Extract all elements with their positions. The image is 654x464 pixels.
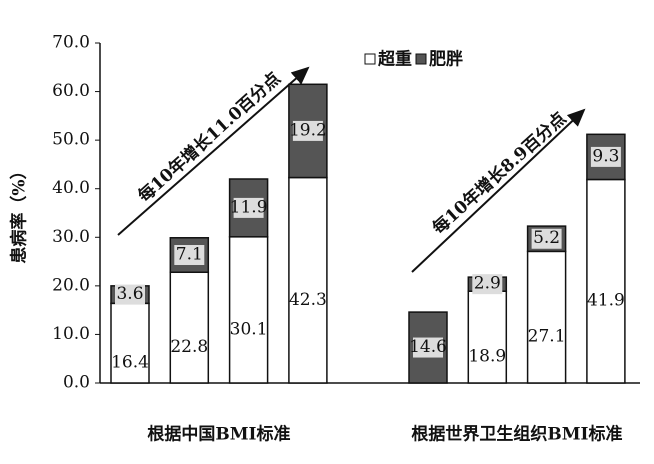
group-label: 根据中国BMI标准 [147, 424, 290, 445]
value-label: 22.8 [170, 337, 208, 357]
label-bg [115, 284, 145, 305]
legend-label: 肥胖 [429, 49, 463, 70]
y-axis-label: 患病率（%） [9, 162, 30, 263]
y-tick-label: 50.0 [52, 130, 90, 150]
value-label: 18.9 [468, 347, 506, 367]
label-bg [472, 274, 503, 295]
value-label: 9.3 [592, 146, 619, 166]
y-tick-label: 0.0 [63, 373, 90, 393]
value-label: 30.1 [230, 319, 268, 339]
y-tick-label: 70.0 [52, 33, 90, 53]
value-label: 7.1 [176, 245, 203, 265]
bar-segment [110, 302, 150, 384]
label-bg [233, 197, 264, 218]
value-label: 19.2 [289, 120, 327, 140]
bar-segment [228, 236, 269, 384]
value-label: 14.6 [409, 337, 447, 357]
y-tick-label: 20.0 [52, 275, 90, 295]
trend-arrow [411, 108, 586, 273]
value-label: 2.9 [474, 274, 501, 294]
bar-segment [288, 176, 328, 384]
value-label: 11.9 [230, 197, 268, 217]
value-label: 5.2 [533, 228, 560, 248]
bar-segment [467, 290, 508, 384]
value-label: 42.3 [289, 290, 327, 310]
label-bg [292, 120, 323, 141]
legend-swatch [364, 53, 376, 65]
value-label: 16.4 [111, 353, 149, 373]
y-tick-label: 60.0 [52, 81, 90, 101]
label-bg [590, 146, 621, 167]
bar-segment [169, 271, 210, 384]
legend-swatch [415, 53, 427, 65]
legend-label: 超重 [378, 49, 412, 70]
value-label: 3.6 [116, 284, 143, 304]
y-tick-label: 30.0 [52, 227, 90, 247]
bar-segment [586, 178, 626, 384]
bar-segment [526, 250, 567, 384]
trend-arrow [117, 66, 310, 236]
group-label: 根据世界卫生组织BMI标准 [411, 424, 622, 445]
y-tick-label: 10.0 [52, 324, 90, 344]
label-bg [174, 245, 205, 266]
label-bg [531, 228, 562, 249]
value-label: 27.1 [528, 327, 566, 347]
annotation: 每10年增长8.9百分点 [428, 108, 570, 239]
y-tick-label: 40.0 [52, 178, 90, 198]
label-bg [413, 337, 443, 358]
value-label: 41.9 [587, 291, 625, 311]
